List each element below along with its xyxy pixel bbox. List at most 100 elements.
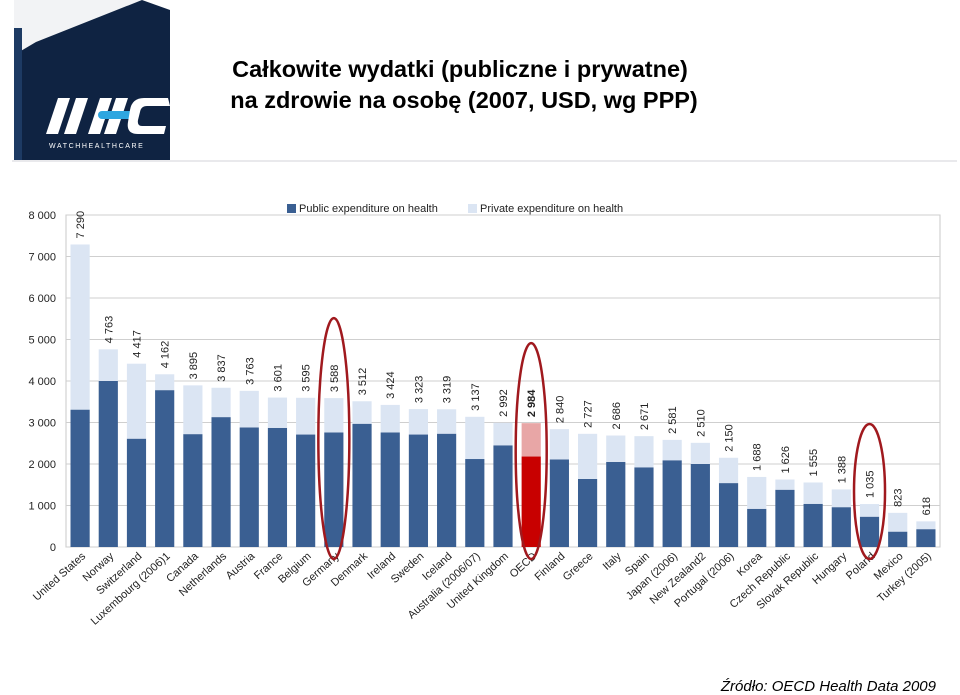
bar-public [98,381,118,547]
bars [70,244,936,547]
total-label: 3 837 [216,354,228,382]
x-tick-label: Poland [844,550,877,582]
bar-private [267,397,288,428]
bar-public [211,417,231,547]
total-label: 2 671 [639,403,651,431]
legend-swatch [468,204,477,213]
logo: WATCHHEALTHCARE [14,0,170,160]
bar-public [718,483,739,547]
bar-private [465,416,485,460]
bar-private [916,521,936,530]
total-label: 3 595 [301,364,313,392]
bar-private [747,476,767,509]
bar-public [916,529,936,547]
bar-private [549,429,569,460]
total-label: 618 [921,497,933,515]
total-label: 3 512 [357,368,369,396]
bar-private [324,398,344,433]
bar-private [803,482,823,504]
total-label: 2 992 [498,389,510,417]
bar-public [465,459,485,547]
y-tick-label: 3 000 [28,418,56,430]
x-tick-label: Finland [533,550,568,583]
bar-public [239,427,259,547]
total-label: 4 417 [131,330,143,358]
y-tick-label: 5 000 [28,335,56,347]
y-tick-label: 0 [50,542,56,554]
total-label: 3 424 [385,371,397,399]
bar-public [521,456,541,547]
bar-public [70,409,90,547]
bar-private [690,442,710,464]
bar-public [324,432,344,547]
total-label: 2 510 [695,409,707,437]
legend-label: Private expenditure on health [480,203,623,215]
y-tick-label: 1 000 [28,501,56,513]
bar-private [155,374,175,391]
total-label: 3 601 [272,364,284,392]
bar-private [437,409,457,434]
x-tick-label: Italy [601,550,624,573]
source-note: Źródło: OECD Health Data 2009 [720,678,936,695]
legend-label: Public expenditure on health [299,203,438,215]
bar-private [183,385,203,435]
bar-public [888,531,908,547]
total-label: 1 555 [808,449,820,477]
bar-public [606,461,626,547]
bar-public [183,434,203,547]
bar-private [577,433,598,479]
total-label: 3 763 [244,357,256,385]
bar-public [859,516,880,547]
bar-private [831,489,851,508]
bar-public [775,489,795,547]
bar-private [859,504,880,517]
total-label: 3 895 [188,352,200,380]
total-label: 2 150 [724,424,736,452]
bar-public [493,445,513,547]
total-label: 1 688 [752,443,764,471]
x-tick-label: United States [31,550,88,603]
total-label: 2 581 [667,406,679,434]
bar-public [352,423,372,547]
total-label: 1 626 [780,446,792,474]
total-label: 2 984 [526,389,538,417]
bar-public [831,507,851,547]
page-title: Całkowite wydatki (publiczne i prywatne)… [180,54,740,116]
total-label: 7 290 [75,211,87,239]
total-label: 2 686 [611,402,623,430]
bar-private [888,512,908,532]
x-tick-label: Austria [224,550,258,582]
bar-chart: 0 1 000 2 000 3 000 4 000 5 000 6 000 7 000 8 00… [28,203,941,628]
y-axis: 0 1 000 2 000 3 000 4 000 5 000 6 000 7 000 8 00… [28,210,56,554]
bar-private [408,409,429,435]
bar-private [98,349,118,381]
total-label: 1 035 [865,471,877,499]
bar-private [521,423,541,457]
bar-public [155,390,175,547]
total-label: 2 840 [554,396,566,424]
bar-private [634,436,654,468]
x-axis: United StatesNorwaySwitzerlandLuxembourg… [31,550,934,628]
x-tick-label: Greece [561,550,596,583]
total-label: 4 162 [160,341,172,369]
bar-public [690,464,710,547]
bar-private [296,397,316,435]
bar-public [380,432,400,547]
total-label: 2 727 [583,400,595,428]
bar-private [70,244,90,410]
bar-public [126,438,147,547]
logo-mark [46,98,170,134]
bar-private [239,390,259,428]
bar-private [662,439,682,461]
total-label: 823 [893,488,905,506]
legend-swatch [287,204,296,213]
bar-public [577,478,598,547]
y-tick-label: 4 000 [28,376,56,388]
bar-public [408,434,429,547]
highlight-ellipse [514,341,548,561]
total-label: 3 588 [329,365,341,393]
bar-public [634,467,654,547]
title-line-2: na zdrowie na osobę (2007, USD, wg PPP) [230,87,698,113]
header-divider [12,160,957,162]
y-tick-label: 6 000 [28,293,56,305]
